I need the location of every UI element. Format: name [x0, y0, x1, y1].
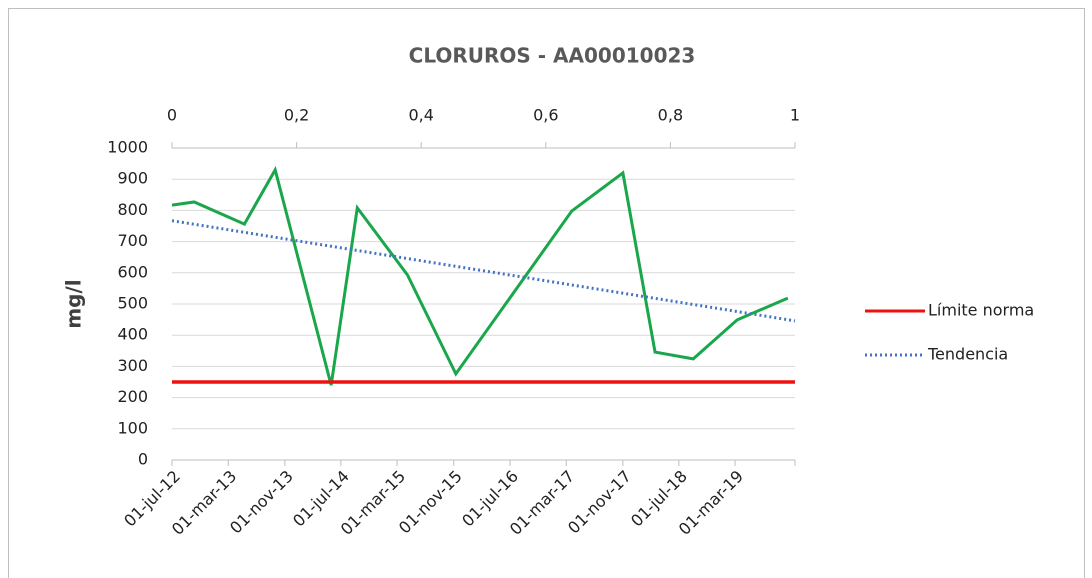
y-tick-label: 200: [117, 387, 148, 406]
y-axis-label: mg/l: [62, 279, 86, 328]
y-tick-label: 400: [117, 325, 148, 344]
x2-tick-label: 0,8: [658, 106, 683, 125]
y-tick-label: 500: [117, 294, 148, 313]
y-tick-label: 100: [117, 418, 148, 437]
legend-label: Tendencia: [927, 345, 1008, 364]
x2-tick-label: 1: [790, 106, 800, 125]
series-line: [171, 165, 789, 386]
y-tick-label: 700: [117, 231, 148, 250]
x2-tick-label: 0,4: [408, 106, 433, 125]
x2-tick-label: 0,2: [284, 106, 309, 125]
series-line: [171, 219, 796, 323]
legend-label: Límite norma: [928, 301, 1034, 320]
chart-frame: [8, 8, 1085, 578]
y-tick-label: 0: [138, 450, 148, 469]
y-tick-label: 1000: [107, 138, 148, 157]
x2-tick-label: 0,6: [533, 106, 558, 125]
y-tick-label: 800: [117, 200, 148, 219]
y-tick-label: 600: [117, 262, 148, 281]
chart-title: CLORUROS - AA00010023: [409, 44, 696, 68]
x2-tick-label: 0: [167, 106, 177, 125]
y-tick-label: 300: [117, 356, 148, 375]
y-tick-label: 900: [117, 169, 148, 188]
